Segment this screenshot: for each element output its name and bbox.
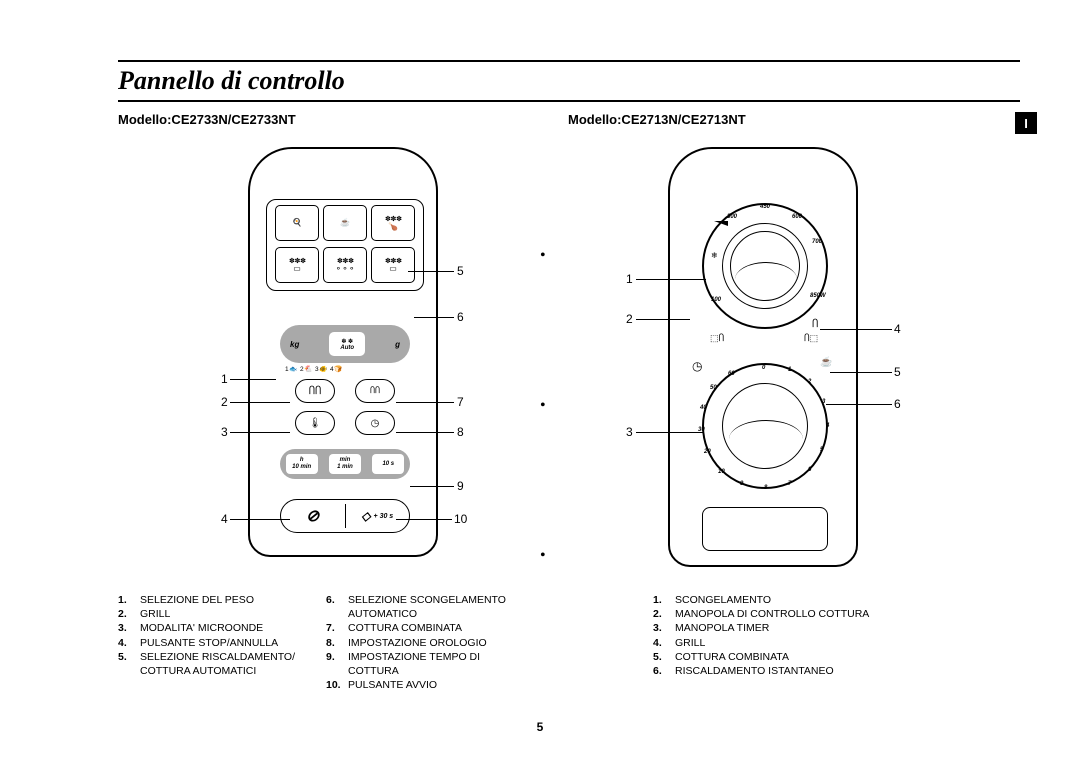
auto-label: Auto (340, 345, 354, 351)
panel-ce2733: 🍳 ☕ ✽ ✽ ✽🍗 ✽ ✽ ✽▭ ✽ ✽ ✽⚬⚬⚬ ✽ ✽ ✽▭ kg ✽ ✽… (248, 147, 438, 557)
t60: 60 (728, 371, 735, 377)
t4: 4 (826, 423, 829, 429)
left-legend: 1.SELEZIONE DEL PESO 2.GRILL 3.MODALITA'… (118, 593, 548, 692)
pwr-600: 600 (792, 214, 802, 220)
callout-7: 7 (457, 395, 464, 409)
combi-icon-1: ⬚Ⴖ (710, 333, 724, 344)
auto-food-icons: 1🐟 2🐔 3🐠 4🍞 (285, 365, 343, 373)
pwr-100: 100 (711, 297, 721, 303)
callout-r3: 3 (626, 425, 633, 439)
side-tab: I (1015, 112, 1037, 134)
cook-icon: ✽ ✽ ✽▭ (275, 247, 319, 283)
stop-button: ⊘ (281, 506, 345, 526)
start-button: ◇+ 30 s (346, 509, 410, 523)
callout-r2: 2 (626, 312, 633, 326)
left-column: Modello:CE2733N/CE2733NT 🍳 ☕ ✽ ✽ ✽🍗 ✽ ✽ … (118, 112, 548, 692)
clock-button: ◷ (355, 411, 395, 435)
instant-heat-icon: ☕ (820, 357, 832, 368)
start-stop-bar: ⊘ ◇+ 30 s (280, 499, 410, 533)
time-set-bar: h10 min min1 min 10 s (280, 449, 410, 479)
hole-dot: • (540, 397, 546, 415)
t5: 5 (820, 447, 823, 453)
cook-icon: ✽ ✽ ✽🍗 (371, 205, 415, 241)
combi-button: ႶႶ (355, 379, 395, 403)
callout-r5: 5 (894, 365, 901, 379)
defrost-icon: ❄ (711, 251, 718, 260)
auto-defrost-cell: ✽ ✽ Auto (329, 332, 365, 356)
clock-icon: ◷ (692, 359, 702, 374)
hole-dot: • (540, 547, 546, 565)
grill-icon: Ⴖ (812, 319, 818, 330)
power-dial-knob (730, 231, 800, 301)
power-wedge-icon (714, 221, 728, 226)
t9: 9 (740, 481, 743, 487)
callout-9: 9 (457, 479, 464, 493)
callout-2: 2 (221, 395, 228, 409)
pwr-700: 700 (812, 239, 822, 245)
cook-icon: 🍳 (275, 205, 319, 241)
callout-4: 4 (221, 512, 228, 526)
t2: 2 (808, 379, 811, 385)
g-label: g (395, 340, 400, 349)
t50: 50 (710, 385, 717, 391)
right-model-label: Modello:CE2713N/CE2713NT (568, 112, 998, 127)
callout-10: 10 (454, 512, 467, 526)
page-number: 5 (0, 720, 1080, 734)
grill-button: ႶႶ (295, 379, 335, 403)
rule-top (118, 60, 1020, 62)
microwave-button: 🌡 (295, 411, 335, 435)
pwr-850: 850W (810, 293, 826, 299)
panel-ce2713: 100 300 450 600 700 850W ❄ Ⴖ ⬚Ⴖ Ⴖ⬚ ◷ 0 1… (668, 147, 858, 567)
t10: 10 (718, 469, 725, 475)
cook-icon: ✽ ✽ ✽▭ (371, 247, 415, 283)
right-legend: 1.SCONGELAMENTO 2.MANOPOLA DI CONTROLLO … (653, 593, 998, 678)
callout-5: 5 (457, 264, 464, 278)
callout-1: 1 (221, 372, 228, 386)
callout-r4: 4 (894, 322, 901, 336)
weight-auto-bar: kg ✽ ✽ Auto g (280, 325, 410, 363)
right-column: Modello:CE2713N/CE2713NT • • • 100 300 4… (568, 112, 998, 678)
auto-cook-grid: 🍳 ☕ ✽ ✽ ✽🍗 ✽ ✽ ✽▭ ✽ ✽ ✽⚬⚬⚬ ✽ ✽ ✽▭ (266, 199, 424, 291)
t7: 7 (788, 481, 791, 487)
t8: 8 (764, 485, 767, 491)
callout-6: 6 (457, 310, 464, 324)
timer-dial-knob (722, 383, 808, 469)
time-hour: h10 min (286, 454, 318, 474)
callout-r6: 6 (894, 397, 901, 411)
t40: 40 (700, 405, 707, 411)
t0: 0 (762, 365, 765, 371)
callout-3: 3 (221, 425, 228, 439)
hole-dot: • (540, 247, 546, 265)
time-sec: 10 s (372, 454, 404, 474)
button-grid: ႶႶ ႶႶ 🌡 ◷ (280, 379, 410, 435)
cook-icon: ☕ (323, 205, 367, 241)
callout-8: 8 (457, 425, 464, 439)
kg-label: kg (290, 340, 299, 349)
combi-icon-2: Ⴖ⬚ (804, 333, 818, 344)
t20: 20 (704, 449, 711, 455)
panel33-wrap: 🍳 ☕ ✽ ✽ ✽🍗 ✽ ✽ ✽▭ ✽ ✽ ✽⚬⚬⚬ ✽ ✽ ✽▭ kg ✽ ✽… (118, 147, 548, 587)
cook-icon: ✽ ✽ ✽⚬⚬⚬ (323, 247, 367, 283)
t1: 1 (788, 367, 791, 373)
t6: 6 (808, 467, 811, 473)
pwr-450: 450 (760, 204, 770, 210)
door-open-panel (702, 507, 828, 551)
t3: 3 (822, 399, 825, 405)
left-model-label: Modello:CE2733N/CE2733NT (118, 112, 548, 127)
panel13-wrap: • • • 100 300 450 600 700 850W ❄ Ⴖ ⬚Ⴖ Ⴖ⬚… (568, 147, 998, 587)
callout-r1: 1 (626, 272, 633, 286)
page-title: Pannello di controllo (118, 66, 345, 96)
rule-under (118, 100, 1020, 102)
time-min: min1 min (329, 454, 361, 474)
pwr-300: 300 (727, 214, 737, 220)
snow-icon: ✽ ✽ (341, 338, 353, 345)
